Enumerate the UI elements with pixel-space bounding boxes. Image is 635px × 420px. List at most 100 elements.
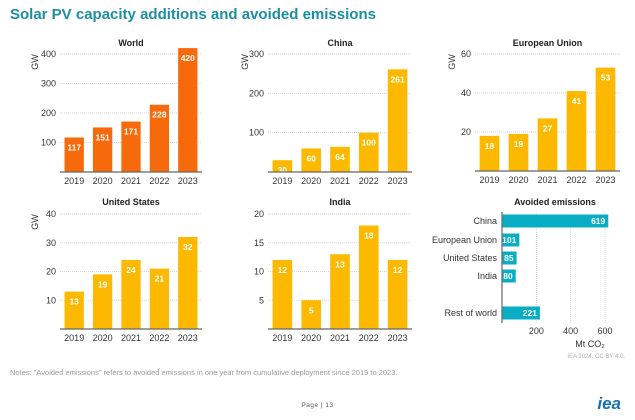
chart2-data-label: 19	[514, 139, 524, 149]
chart4-xtick-label: 2023	[388, 333, 408, 343]
chart3-ytick-label: 40	[46, 209, 56, 219]
chart2-xtick-label: 2021	[537, 175, 557, 185]
chart1-bar	[272, 160, 293, 172]
chart4-bar	[301, 300, 321, 329]
chart0-xtick-label: 2019	[64, 176, 84, 186]
chart1-bar	[330, 146, 350, 172]
chart4-bar	[272, 260, 293, 329]
chart2-bar	[566, 91, 587, 171]
chart0-data-label: 117	[67, 142, 81, 152]
chart4-data-label: 12	[393, 265, 403, 275]
chart2-xtick-label: 2022	[566, 175, 586, 185]
page-title: Solar PV capacity additions and avoided …	[10, 6, 376, 23]
chart2-data-label: 41	[572, 96, 582, 106]
chart2-xtick-label: 2020	[508, 175, 528, 185]
chart4-ytick-label: 5	[259, 295, 264, 305]
chart2-ytick-label: 20	[461, 127, 471, 137]
chart4-data-label: 18	[364, 231, 374, 241]
chart3-title: United States	[102, 197, 160, 207]
chart3-ytick-label: 30	[46, 238, 56, 248]
chart0-ytick-label: 200	[41, 108, 56, 118]
chart1-bar	[301, 148, 321, 172]
chart4-xtick-label: 2022	[359, 333, 379, 343]
chart5-data-label: 221	[523, 308, 537, 318]
chart5-xtick-label: 200	[529, 326, 544, 336]
chart3-xtick-label: 2020	[93, 333, 113, 343]
chart4-xtick-label: 2020	[301, 333, 321, 343]
chart3-bar	[121, 260, 141, 329]
chart0-ytick-label: 100	[41, 138, 56, 148]
chart2-bar	[508, 133, 529, 171]
chart2-ytick-label: 60	[461, 49, 471, 59]
chart5-xlabel: Mt CO₂	[575, 339, 605, 349]
chart4-data-label: 5	[309, 305, 314, 315]
chart1-data-label: 60	[306, 153, 316, 163]
chart3-xtick-label: 2022	[149, 333, 169, 343]
chart1-ylabel: GW	[240, 54, 250, 70]
chart1-title: China	[327, 38, 353, 48]
chart1-xtick-label: 2021	[330, 176, 350, 186]
chart2-title: European Union	[513, 38, 583, 48]
chart0-ylabel: GW	[30, 54, 40, 70]
chart3-ylabel: GW	[30, 214, 40, 230]
chart0-xtick-label: 2021	[121, 176, 141, 186]
chart4-bar	[330, 254, 350, 329]
chart3-data-label: 24	[126, 265, 136, 275]
chart5-category-label: China	[473, 216, 497, 226]
chart4-title: India	[329, 197, 351, 207]
chart0-ytick-label: 300	[41, 79, 56, 89]
chart1-ytick-label: 300	[249, 49, 264, 59]
chart2-ytick-label: 40	[461, 88, 471, 98]
chart3-xtick-label: 2019	[64, 333, 84, 343]
iea-logo: iea	[597, 394, 621, 413]
chart0-xtick-label: 2022	[149, 176, 169, 186]
chart0-bar	[92, 127, 113, 172]
chart2-bar	[595, 67, 616, 171]
chart3-ytick-label: 20	[46, 267, 56, 277]
chart5-category-label: United States	[443, 253, 498, 263]
chart3-xtick-label: 2023	[178, 333, 198, 343]
chart5-bar	[502, 269, 516, 283]
chart2-xtick-label: 2019	[479, 175, 499, 185]
chart4-ytick-label: 15	[254, 238, 264, 248]
chart1-data-label: 100	[362, 138, 376, 148]
chart2-bar	[537, 118, 558, 171]
chart0-data-label: 151	[96, 132, 110, 142]
chart0-data-label: 228	[152, 110, 166, 120]
chart2-data-label: 53	[601, 73, 611, 83]
credit: IEA 2024. CC BY 4.0.	[567, 354, 625, 360]
chart4-ytick-label: 10	[254, 267, 264, 277]
chart5-data-label: 85	[504, 253, 514, 263]
chart1-xtick-label: 2023	[388, 176, 408, 186]
chart1-data-label: 30	[278, 165, 288, 175]
chart5-bar	[502, 306, 540, 320]
chart1-bar	[387, 69, 408, 172]
chart1-data-label: 64	[335, 152, 345, 162]
chart0-bar	[121, 121, 141, 172]
chart2-data-label: 18	[485, 141, 495, 151]
chart5-category-label: Rest of world	[444, 308, 497, 318]
chart0-title: World	[118, 38, 143, 48]
chart2-data-label: 27	[543, 123, 553, 133]
chart5-data-label: 80	[503, 271, 513, 281]
chart4-xtick-label: 2019	[272, 333, 292, 343]
chart2-bar	[479, 135, 500, 171]
chart5-data-label: 619	[591, 216, 605, 226]
chart4-ytick-label: 20	[254, 209, 264, 219]
page-number: Page | 13	[301, 402, 334, 409]
chart0-data-label: 420	[181, 53, 195, 63]
chart3-data-label: 21	[155, 274, 165, 284]
chart1-ytick-label: 200	[249, 88, 264, 98]
chart3-bar	[92, 274, 113, 329]
chart3-bar	[64, 291, 84, 329]
chart1-xtick-label: 2019	[272, 176, 292, 186]
chart3-ytick-label: 10	[46, 295, 56, 305]
chart0-data-label: 171	[124, 127, 138, 137]
chart0-bar	[149, 104, 170, 172]
chart4-xtick-label: 2021	[330, 333, 350, 343]
chart5-xtick-label: 400	[563, 326, 578, 336]
chart5-bar	[502, 233, 520, 247]
chart0-xtick-label: 2020	[93, 176, 113, 186]
